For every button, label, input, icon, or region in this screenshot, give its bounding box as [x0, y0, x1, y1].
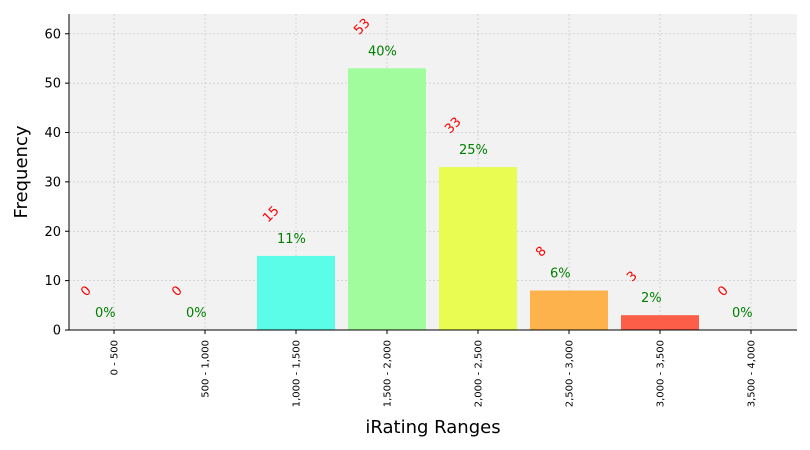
percent-label: 25% — [459, 143, 488, 158]
bar — [530, 290, 608, 330]
bar — [439, 167, 517, 330]
y-tick-label: 0 — [53, 324, 61, 339]
percent-label: 6% — [550, 267, 571, 282]
x-tick-label: 500 - 1,000 — [201, 340, 212, 398]
y-ticks: 0 10 20 30 40 50 60 — [44, 27, 69, 339]
x-tick-label: 3,500 - 4,000 — [747, 340, 758, 407]
y-tick-label: 30 — [44, 175, 61, 190]
y-tick-label: 20 — [44, 225, 61, 240]
bars — [257, 68, 699, 330]
y-tick-label: 10 — [44, 274, 61, 289]
x-tick-label: 2,500 - 3,000 — [565, 340, 576, 407]
x-ticks: 0 - 500 500 - 1,000 1,000 - 1,500 1,500 - 2… — [110, 330, 758, 407]
percent-label: 0% — [732, 306, 753, 321]
y-tick-label: 50 — [44, 77, 61, 92]
grid-lines — [69, 14, 797, 331]
plot-background — [69, 14, 797, 330]
percent-label: 11% — [277, 232, 306, 247]
bar — [257, 255, 335, 330]
x-tick-label: 1,500 - 2,000 — [383, 340, 394, 407]
x-tick-label: 1,000 - 1,500 — [292, 340, 303, 407]
axes — [68, 14, 797, 331]
percent-label: 0% — [186, 306, 207, 321]
bar — [621, 315, 699, 330]
x-tick-label: 3,000 - 3,500 — [656, 340, 667, 407]
percent-label: 0% — [95, 306, 116, 321]
y-axis-title: Frequency — [11, 125, 32, 218]
x-axis-title: iRating Ranges — [365, 417, 500, 438]
y-tick-label: 60 — [44, 27, 61, 42]
y-tick-label: 40 — [44, 126, 61, 141]
x-tick-label: 0 - 500 — [110, 340, 121, 375]
x-tick-label: 2,000 - 2,500 — [474, 340, 485, 407]
percent-label: 40% — [368, 44, 397, 59]
bar — [348, 68, 426, 330]
percent-label: 2% — [641, 291, 662, 306]
